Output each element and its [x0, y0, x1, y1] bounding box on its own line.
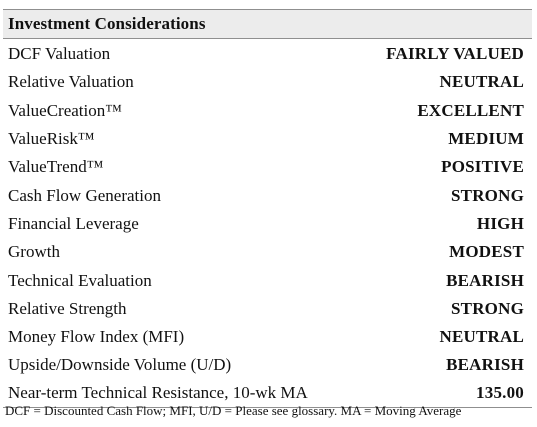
row-value: STRONG: [451, 185, 524, 205]
table-row: Money Flow Index (MFI) NEUTRAL: [3, 323, 532, 351]
row-label: Technical Evaluation: [8, 270, 152, 290]
row-label: ValueRisk™: [8, 129, 95, 149]
row-value: STRONG: [451, 298, 524, 318]
row-label: Relative Strength: [8, 298, 127, 318]
row-value: POSITIVE: [441, 157, 524, 177]
investment-considerations-table: Investment Considerations DCF Valuation …: [3, 9, 532, 408]
table-row: Financial Leverage HIGH: [3, 210, 532, 238]
table-title: Investment Considerations: [8, 14, 206, 33]
row-value: BEARISH: [446, 355, 524, 375]
row-label: ValueTrend™: [8, 157, 104, 177]
row-value: MODEST: [449, 242, 524, 262]
row-label: DCF Valuation: [8, 44, 111, 64]
table-row: Relative Strength STRONG: [3, 295, 532, 323]
row-value: FAIRLY VALUED: [386, 44, 524, 64]
row-value: EXCELLENT: [417, 100, 524, 120]
table-row: Upside/Downside Volume (U/D) BEARISH: [3, 351, 532, 379]
footnote: DCF = Discounted Cash Flow; MFI, U/D = P…: [5, 403, 462, 418]
table-header: Investment Considerations: [3, 9, 532, 39]
row-label: Relative Valuation: [8, 72, 134, 92]
row-value: 135.00: [476, 383, 524, 403]
table-body: DCF Valuation FAIRLY VALUED Relative Val…: [3, 40, 532, 408]
row-label: Financial Leverage: [8, 213, 139, 233]
row-value: NEUTRAL: [439, 327, 524, 347]
table-row: ValueRisk™ MEDIUM: [3, 125, 532, 153]
table-row: ValueTrend™ POSITIVE: [3, 153, 532, 181]
table-row: Cash Flow Generation STRONG: [3, 181, 532, 209]
table-row: Growth MODEST: [3, 238, 532, 266]
row-value: NEUTRAL: [439, 72, 524, 92]
table-row: DCF Valuation FAIRLY VALUED: [3, 40, 532, 68]
row-label: ValueCreation™: [8, 100, 122, 120]
table-row: Technical Evaluation BEARISH: [3, 266, 532, 294]
table-row: ValueCreation™ EXCELLENT: [3, 97, 532, 125]
row-label: Money Flow Index (MFI): [8, 327, 185, 347]
row-label: Near-term Technical Resistance, 10-wk MA: [8, 383, 308, 403]
row-label: Growth: [8, 242, 60, 262]
row-value: HIGH: [476, 213, 524, 233]
row-value: BEARISH: [446, 270, 524, 290]
table-row: Near-term Technical Resistance, 10-wk MA…: [3, 380, 532, 408]
table-row: Relative Valuation NEUTRAL: [3, 68, 532, 96]
row-label: Cash Flow Generation: [8, 185, 161, 205]
row-label: Upside/Downside Volume (U/D): [8, 355, 232, 375]
row-value: MEDIUM: [448, 129, 524, 149]
